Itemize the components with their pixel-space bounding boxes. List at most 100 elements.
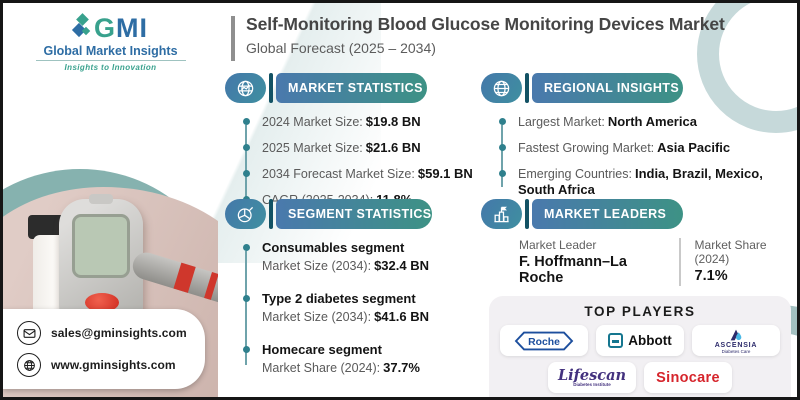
globe-chart-icon: [225, 73, 266, 103]
list-item: Type 2 diabetes segment Market Size (203…: [243, 291, 475, 325]
pie-magnifier-icon: [225, 199, 266, 229]
lifescan-logo-text: Lifescan: [557, 366, 627, 384]
top-players-title: TOP PLAYERS: [584, 304, 696, 319]
section-title-pill: SEGMENT STATISTICS: [276, 199, 432, 229]
list-item: Fastest Growing Market: Asia Pacific: [499, 140, 797, 156]
top-players-row-1: Roche Abbott ASCENSIA Diabetes Care: [499, 325, 781, 356]
logo-abbreviation: GMI: [94, 14, 148, 42]
stat-label: Emerging Countries:: [518, 167, 632, 181]
stat-label: Market Size (2034):: [262, 259, 372, 273]
banner-divider: [525, 73, 529, 103]
stat-value: $41.6 BN: [374, 309, 429, 324]
stat-label: Market Size (2034):: [262, 310, 372, 324]
ascensia-logo-subtext: Diabetes Care: [721, 348, 751, 354]
stat-label: 2024 Market Size:: [262, 115, 363, 129]
gmi-logo: GMI Global Market Insights Insights to I…: [3, 13, 218, 72]
bullet-dot: [243, 244, 250, 251]
segment-name: Consumables segment: [262, 240, 405, 255]
regional-insights-list: Largest Market: North America Fastest Gro…: [499, 114, 797, 198]
market-statistics-list: 2024 Market Size: $19.8 BN 2025 Market Si…: [243, 114, 475, 208]
list-item: Homecare segment Market Share (2024): 37.…: [243, 342, 475, 376]
market-statistics-banner: MARKET STATISTICS: [225, 73, 427, 103]
globe-icon: [481, 73, 522, 103]
lifescan-logo: Lifescan Diabetes Institute: [548, 362, 636, 393]
market-leader-cell: Market Leader F. Hoffmann–La Roche: [519, 238, 679, 286]
bullet-dot: [243, 295, 250, 302]
section-title: MARKET STATISTICS: [288, 81, 423, 95]
leader-label: Market Leader: [519, 238, 597, 252]
section-title: SEGMENT STATISTICS: [288, 207, 432, 221]
bullet-dot: [243, 144, 250, 151]
ascensia-logo-text: ASCENSIA: [714, 341, 758, 349]
top-players-box: TOP PLAYERS Roche Abbott: [489, 296, 791, 397]
leader-value: F. Hoffmann–La Roche: [519, 254, 627, 286]
title-accent-bar: [231, 16, 235, 61]
share-value: 7.1%: [694, 268, 728, 284]
sinocare-logo-text: Sinocare: [656, 369, 720, 386]
section-regional-insights: REGIONAL INSIGHTS Largest Market: North A…: [481, 73, 797, 208]
bullet-dot: [243, 346, 250, 353]
section-title: MARKET LEADERS: [544, 207, 667, 221]
segment-statistics-banner: SEGMENT STATISTICS: [225, 199, 432, 229]
segment-name: Homecare segment: [262, 342, 382, 357]
section-title-pill: REGIONAL INSIGHTS: [532, 73, 683, 103]
stat-value: India, Brazil, Mexico, South Africa: [518, 166, 763, 197]
list-item: 2024 Market Size: $19.8 BN: [243, 114, 475, 130]
sinocare-logo: Sinocare: [644, 362, 732, 393]
stat-value: 37.7%: [383, 360, 420, 375]
stat-value: North America: [607, 114, 697, 129]
contact-card: sales@gminsights.com www.gminsights.com: [3, 309, 205, 389]
stat-label: Fastest Growing Market:: [518, 141, 655, 155]
leader-podium-icon: [481, 199, 522, 229]
bullet-dot: [243, 118, 250, 125]
roche-logo-text: Roche: [528, 337, 560, 348]
section-market-statistics: MARKET STATISTICS 2024 Market Size: $19.8…: [225, 73, 475, 218]
page-subtitle: Global Forecast (2025 – 2034): [246, 40, 436, 56]
section-title-pill: MARKET STATISTICS: [276, 73, 427, 103]
sidebar: GMI Global Market Insights Insights to I…: [3, 3, 218, 397]
stat-value: $32.4 BN: [374, 258, 429, 273]
stat-label: 2034 Forecast Market Size:: [262, 167, 415, 181]
regional-insights-banner: REGIONAL INSIGHTS: [481, 73, 683, 103]
stat-value: $59.1 BN: [417, 166, 473, 181]
logo-letters-mi: MI: [116, 13, 148, 43]
section-title: REGIONAL INSIGHTS: [544, 81, 680, 95]
envelope-icon: [17, 321, 41, 345]
segment-statistics-list: Consumables segment Market Size (2034): $…: [243, 240, 475, 376]
ascensia-logo: ASCENSIA Diabetes Care: [692, 325, 780, 356]
website-text: www.gminsights.com: [51, 358, 176, 372]
stat-value: Asia Pacific: [657, 140, 731, 155]
section-segment-statistics: SEGMENT STATISTICS Consumables segment M…: [225, 199, 475, 393]
page-title: Self-Monitoring Blood Glucose Monitoring…: [246, 14, 725, 34]
bullet-dot: [499, 118, 506, 125]
market-leaders-banner: MARKET LEADERS: [481, 199, 683, 229]
segment-name: Type 2 diabetes segment: [262, 291, 416, 306]
list-item: 2034 Forecast Market Size: $59.1 BN: [243, 166, 475, 182]
stat-label: 2025 Market Size:: [262, 141, 363, 155]
stat-label: Market Share (2024):: [262, 361, 381, 375]
abbott-logo-text: Abbott: [628, 333, 672, 348]
list-item: 2025 Market Size: $21.6 BN: [243, 140, 475, 156]
bullet-dot: [499, 170, 506, 177]
list-item: Consumables segment Market Size (2034): $…: [243, 240, 475, 274]
logo-tagline: Insights to Innovation: [64, 63, 157, 72]
banner-divider: [269, 73, 273, 103]
section-market-leaders: MARKET LEADERS Market Leader F. Hoffmann…: [481, 199, 797, 397]
glucose-meter-notch: [89, 194, 113, 204]
glucose-meter-button: [85, 293, 119, 312]
market-share-cell: Market Share (2024) 7.1%: [678, 238, 797, 286]
bullet-dot: [243, 170, 250, 177]
stat-value: $21.6 BN: [365, 140, 421, 155]
website-link[interactable]: www.gminsights.com: [17, 349, 205, 381]
stat-label: Largest Market:: [518, 115, 605, 129]
lifescan-logo-subtext: Diabetes Institute: [573, 381, 611, 387]
lancet-pen-band-thin: [204, 272, 218, 300]
roche-logo: Roche: [500, 325, 588, 356]
stat-value: $19.8 BN: [365, 114, 421, 129]
lancet-pen-band: [173, 262, 196, 293]
email-link[interactable]: sales@gminsights.com: [17, 317, 205, 349]
section-title-pill: MARKET LEADERS: [532, 199, 683, 229]
logo-company-name: Global Market Insights: [43, 44, 178, 58]
abbott-logo: Abbott: [596, 325, 684, 356]
